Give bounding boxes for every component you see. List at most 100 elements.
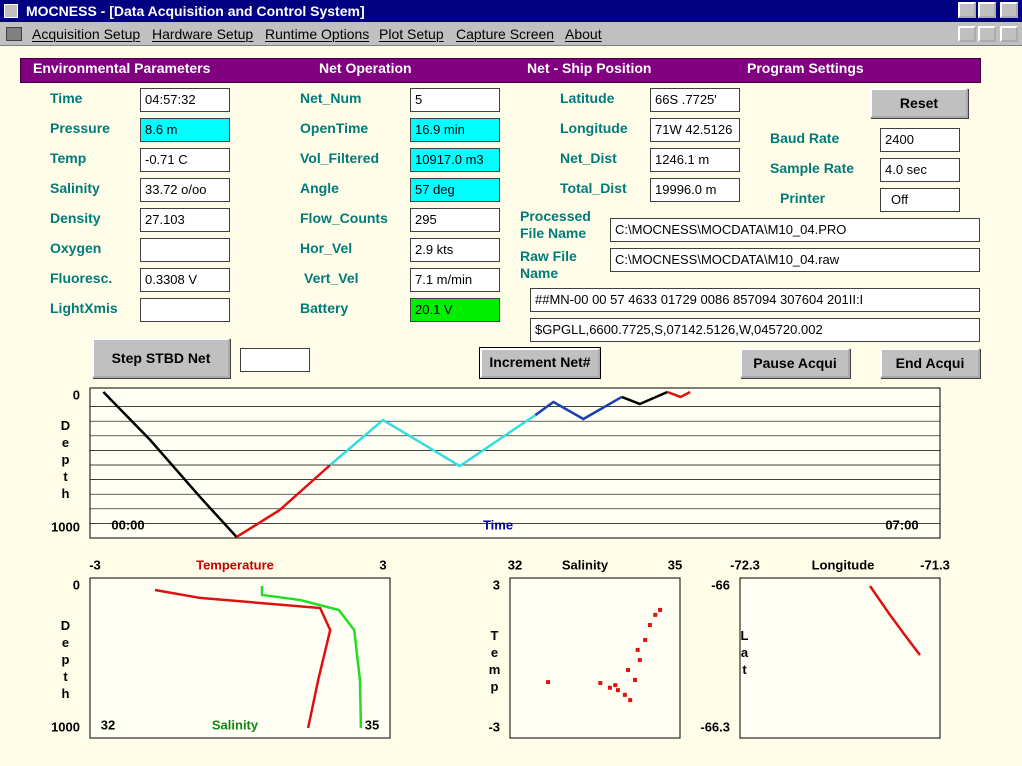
child-minimize-button[interactable] [958,26,976,42]
x-axis-label: Time [483,517,513,532]
field-box: 16.9 min [410,118,500,142]
y-axis-label: Depth [58,618,73,703]
plot-title: Temperature [196,557,274,572]
child-restore-button[interactable] [978,26,996,42]
x-tick-label: -3 [89,557,101,572]
field-label: Battery [300,300,349,316]
plot-frame [509,577,681,739]
data-line [666,390,691,399]
step-button[interactable]: Step STBD Net [92,338,230,378]
y-tick-label: 1000 [51,519,80,534]
y-tick-label: -66.3 [700,719,730,734]
scatter-point [598,681,603,686]
scatter-point [546,680,551,685]
app-icon [4,4,18,18]
field-box: 19996.0 m [650,178,740,202]
scatter-point [647,623,652,628]
y-tick-label: 0 [73,387,80,402]
field-label: Net_Dist [560,150,617,166]
header-tab: Environmental Parameters [33,60,211,76]
x-tick-label: 35 [668,557,682,572]
plot-frame [739,577,941,739]
step-box [240,348,310,372]
y-axis-label: Lat [737,628,752,679]
setting-box: Off [880,188,960,212]
increment-button[interactable]: Increment Net# [479,347,601,379]
section-header [20,58,981,83]
data-line [260,586,363,729]
file-box: C:\MOCNESS\MOCDATA\M10_04.raw [610,248,980,272]
restore-button[interactable] [978,2,996,18]
y-tick-label: 0 [73,577,80,592]
field-label: Longitude [560,120,628,136]
y-tick-label: -66 [711,577,730,592]
scatter-point [635,647,640,652]
menu-item[interactable]: About [565,26,602,42]
field-label: Net_Num [300,90,362,106]
data-line [621,390,668,406]
field-label: Pressure [50,120,110,136]
field-box: 8.6 m [140,118,230,142]
field-box: 10917.0 m3 [410,148,500,172]
plot-frame [89,577,391,739]
setting-box: 4.0 sec [880,158,960,182]
field-box: 57 deg [410,178,500,202]
menu-item[interactable]: Plot Setup [379,26,444,42]
field-box: 0.3308 V [140,268,230,292]
file-box: C:\MOCNESS\MOCDATA\M10_04.PRO [610,218,980,242]
x-tick-label: 35 [365,717,379,732]
scatter-point [615,688,620,693]
data-line [534,395,623,421]
field-label: Oxygen [50,240,102,256]
raw-line-box: $GPGLL,6600.7725,S,07142.5126,W,045720.0… [530,318,980,342]
field-label: Vert_Vel [304,270,359,286]
field-label: Flow_Counts [300,210,388,226]
menu-item[interactable]: Runtime Options [265,26,370,42]
setting-label: Printer [780,190,826,206]
field-box: 295 [410,208,500,232]
field-box: 7.1 m/min [410,268,500,292]
setting-label: Baud Rate [770,130,840,146]
data-line [102,391,238,538]
plot-title: Salinity [562,557,609,572]
data-line [329,414,537,468]
window-title: MOCNESS - [Data Acquisition and Control … [26,3,365,19]
field-label: Vol_Filtered [300,150,380,166]
close-button[interactable] [1000,2,1018,18]
child-icon [6,27,22,41]
field-box: 66S .7725' [650,88,740,112]
scatter-point [613,683,618,688]
child-close-button[interactable] [1000,26,1018,42]
field-box: 04:57:32 [140,88,230,112]
header-tab: Net Operation [319,60,412,76]
end-button[interactable]: End Acqui [880,348,980,378]
menu-item[interactable]: Capture Screen [456,26,555,42]
data-line [868,585,921,656]
menu-bar [0,22,1022,46]
scatter-point [622,692,627,697]
field-box: -0.71 C [140,148,230,172]
raw-line-box: ##MN-00 00 57 4633 01729 0086 857094 307… [530,288,980,312]
minimize-button[interactable] [958,2,976,18]
scatter-point [653,612,658,617]
field-label: Angle [300,180,339,196]
scatter-point [628,698,633,703]
setting-box: 2400 [880,128,960,152]
scatter-point [607,685,612,690]
y-axis-label: Temp [487,628,502,696]
scatter-point [637,658,642,663]
field-box: 71W 42.5126 [650,118,740,142]
field-box: 20.1 V [410,298,500,322]
x-tick-label: 07:00 [885,517,918,532]
scatter-point [658,607,663,612]
header-tab: Program Settings [747,60,864,76]
reset-button[interactable]: Reset [870,88,968,118]
pause-button[interactable]: Pause Acqui [740,348,850,378]
setting-label: Sample Rate [770,160,855,176]
field-label: Total_Dist [560,180,627,196]
menu-item[interactable]: Acquisition Setup [32,26,141,42]
y-tick-label: -3 [488,719,500,734]
menu-item[interactable]: Hardware Setup [152,26,254,42]
field-box [140,238,230,262]
